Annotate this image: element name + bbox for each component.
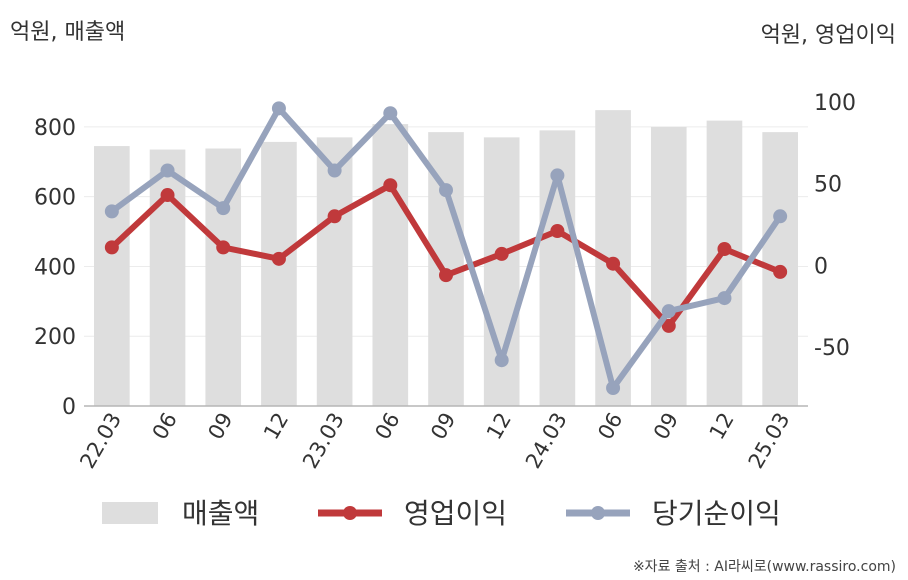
point-당기순이익 [661, 304, 676, 319]
point-영업이익 [104, 240, 119, 255]
point-당기순이익 [216, 201, 231, 216]
x-tick-label: 12 [705, 409, 739, 444]
right-tick-label: 100 [814, 91, 856, 116]
left-tick-label: 400 [34, 255, 76, 280]
right-tick-label: 0 [814, 254, 828, 279]
point-영업이익 [550, 224, 565, 239]
right-tick-label: -50 [814, 336, 850, 361]
point-영업이익 [327, 209, 342, 224]
point-영업이익 [773, 264, 788, 279]
point-영업이익 [271, 251, 286, 266]
x-tick-label: 09 [649, 409, 683, 444]
x-tick-label: 06 [593, 409, 627, 444]
left-tick-label: 0 [62, 395, 76, 420]
point-영업이익 [383, 178, 398, 193]
point-영업이익 [216, 240, 231, 255]
left-axis-ticks: 0 200 400 600 800 [34, 116, 76, 420]
x-tick-label: 06 [148, 409, 182, 444]
point-당기순이익 [104, 204, 119, 219]
bar-매출액 [261, 141, 297, 406]
legend-label: 영업이익 [404, 497, 507, 530]
bar-매출액 [372, 124, 409, 406]
point-당기순이익 [606, 381, 621, 396]
left-axis-title: 억원, 매출액 [10, 20, 126, 45]
point-당기순이익 [383, 106, 398, 121]
x-tick-label: 12 [482, 409, 516, 444]
x-axis-ticks: 22.03 06 09 12 23.03 06 09 12 24.03 06 09 12 25.03 [75, 409, 794, 473]
legend-swatch-매출액 [102, 502, 158, 524]
legend-label: 당기순이익 [652, 497, 781, 530]
point-영업이익 [160, 188, 175, 203]
legend-marker-당기순이익 [591, 506, 605, 520]
x-tick-label: 22.03 [75, 409, 126, 473]
point-영업이익 [494, 246, 509, 261]
x-tick-label: 09 [203, 409, 237, 444]
left-tick-label: 200 [34, 325, 76, 350]
x-tick-label: 06 [370, 409, 404, 444]
point-당기순이익 [550, 168, 565, 183]
bar-매출액 [650, 126, 687, 406]
bar-매출액 [316, 137, 353, 406]
right-axis-title: 억원, 영업이익 [760, 23, 896, 48]
point-당기순이익 [717, 291, 732, 306]
legend: 매출액 영업이익 당기순이익 [102, 497, 781, 530]
point-당기순이익 [327, 163, 342, 178]
point-당기순이익 [494, 353, 509, 368]
point-영업이익 [439, 268, 453, 283]
right-axis-ticks: -50 0 50 100 [814, 91, 856, 361]
bar-series [94, 110, 798, 407]
point-영업이익 [606, 256, 621, 271]
source-note: ※자료 출처 : AI라씨로(www.rassiro.com) [632, 559, 896, 575]
point-당기순이익 [773, 209, 788, 224]
point-영업이익 [717, 242, 732, 256]
legend-label: 매출액 [182, 497, 259, 530]
point-당기순이익 [271, 101, 286, 116]
x-tick-label: 25.03 [744, 409, 795, 473]
left-tick-label: 800 [34, 116, 76, 141]
line-series [104, 101, 788, 396]
point-영업이익 [661, 318, 676, 333]
x-tick-label: 09 [426, 409, 460, 444]
x-tick-label: 24.03 [521, 409, 572, 473]
right-tick-label: 50 [814, 173, 842, 198]
x-tick-label: 23.03 [298, 409, 349, 473]
legend-marker-영업이익 [343, 506, 357, 520]
point-당기순이익 [439, 183, 453, 198]
left-tick-label: 600 [34, 186, 76, 211]
bar-매출액 [94, 146, 130, 407]
point-당기순이익 [160, 163, 175, 178]
x-tick-label: 12 [259, 409, 293, 444]
